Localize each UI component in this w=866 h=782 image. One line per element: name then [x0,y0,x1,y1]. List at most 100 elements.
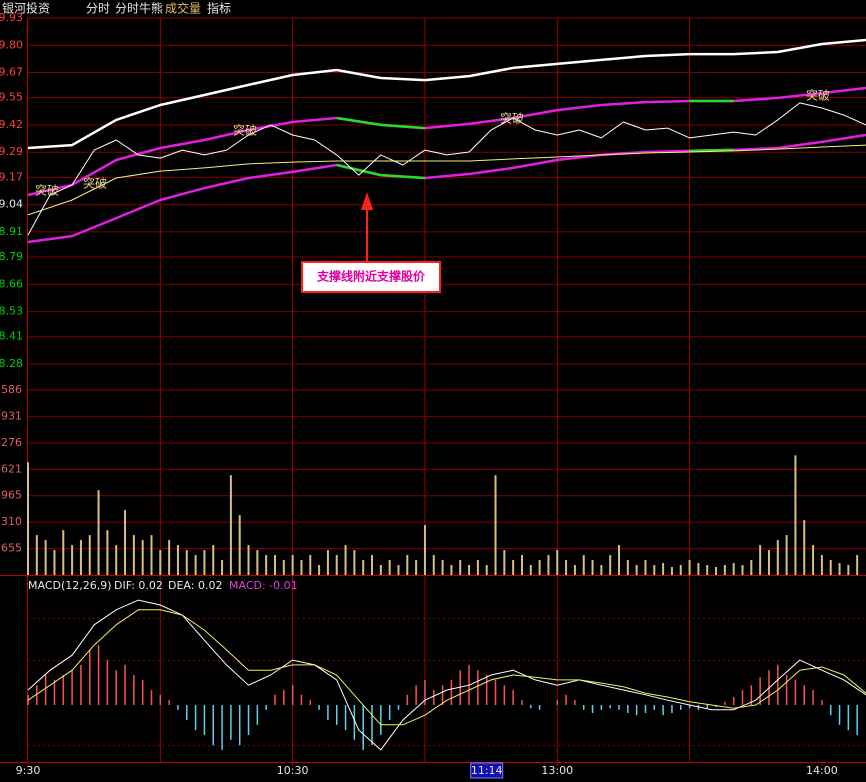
macd-line [27,599,866,751]
macd-bar [177,705,179,710]
macd-bar [274,694,276,705]
volume-bar [626,560,629,575]
macd-bar [221,705,223,750]
volume-bar [653,565,656,575]
volume-bar [662,563,665,575]
volume-bar [688,560,691,575]
volume-bar [212,545,215,575]
macd-bar [477,670,479,705]
x-tick-label: 9:30 [16,764,41,777]
macd-bar [397,705,400,710]
volume-bar [582,555,585,575]
header-item: 银河投资 [2,1,50,16]
volume-bar [291,555,294,575]
macd-bar [450,679,453,705]
macd-bar [362,705,364,750]
macd-bar [750,685,753,705]
callout-box [301,261,441,293]
macd-label: DIF: 0.02 [114,579,163,592]
volume-bar [538,560,541,575]
macd-bar [194,705,197,731]
macd-bar [680,705,682,710]
macd-bar [627,705,629,714]
volume-bar [97,490,100,575]
y-tick-label: 9.55 [0,91,23,104]
annotation: 突破 [233,123,257,138]
y-tick-label: 9.04 [0,198,23,211]
macd-bar [371,705,373,746]
macd-bar [856,705,858,735]
volume-bar [856,555,859,575]
volume-bar [767,550,770,575]
annotation: 突破 [35,183,59,198]
macd-bar [582,705,585,710]
macd-bar [238,705,241,746]
macd-bar [230,705,232,740]
volume-bar [397,565,400,575]
volume-bar [600,565,603,575]
volume-bar [432,555,435,575]
x-tick-label: 10:30 [277,764,309,777]
volume-bar [529,565,532,575]
price-line [336,99,734,130]
volume-bar [256,550,259,575]
macd-bar [97,645,100,705]
macd-bar [812,690,814,705]
volume-bar [670,567,673,575]
macd-bar [168,700,170,705]
macd-bar [88,649,91,705]
volume-bar [265,555,268,575]
volume-bar [847,565,850,575]
macd-bar [635,705,638,716]
volume-bar [715,567,718,575]
macd-label: DEA: 0.02 [168,579,222,592]
annotation: 突破 [806,88,830,103]
macd-bar [300,694,303,705]
volume-bar [468,565,471,575]
volume-bar [609,555,612,575]
volume-bar [141,540,144,575]
volume-bar [238,515,241,575]
macd-bar [741,690,744,705]
macd-bar [591,705,594,714]
macd-bar [186,705,188,720]
header-item: 分时牛熊 [115,1,163,16]
macd-bar [794,679,797,705]
annotation: 突破 [500,111,524,126]
macd-bar [530,705,532,709]
macd-bar [247,705,250,735]
macd-bar [106,660,109,705]
macd-bar [556,700,559,705]
macd-bar [327,705,329,720]
macd-bar [538,705,541,710]
volume-bar [353,550,356,575]
macd-bar [124,664,126,705]
volume-bar [53,550,56,575]
y-tick-label: 3310 [0,515,22,528]
header-item: 成交量 [165,1,201,16]
macd-bar [291,685,294,705]
macd-bar [203,705,206,735]
volume-bar [706,565,709,575]
header-item: 指标 [207,1,231,16]
volume-bar [106,530,109,575]
macd-bar [785,675,788,705]
volume-bar [697,563,700,575]
callout: 支撑线附近支撑股价 [301,192,441,293]
macd-line [27,609,866,726]
macd-bar [433,690,435,705]
macd-bar [388,705,391,720]
volume-bar [565,560,568,575]
macd-bar [212,705,214,746]
macd-bar [283,690,285,705]
macd-bar [600,705,603,710]
y-tick-label: 8.79 [0,250,23,263]
macd-bar [644,705,647,714]
y-tick-label: 8276 [0,436,22,449]
volume-bar [168,540,171,575]
macd-bar [521,700,523,705]
y-tick-label: 9931 [0,409,22,422]
volume-bar [573,565,576,575]
macd-bar [759,677,761,705]
